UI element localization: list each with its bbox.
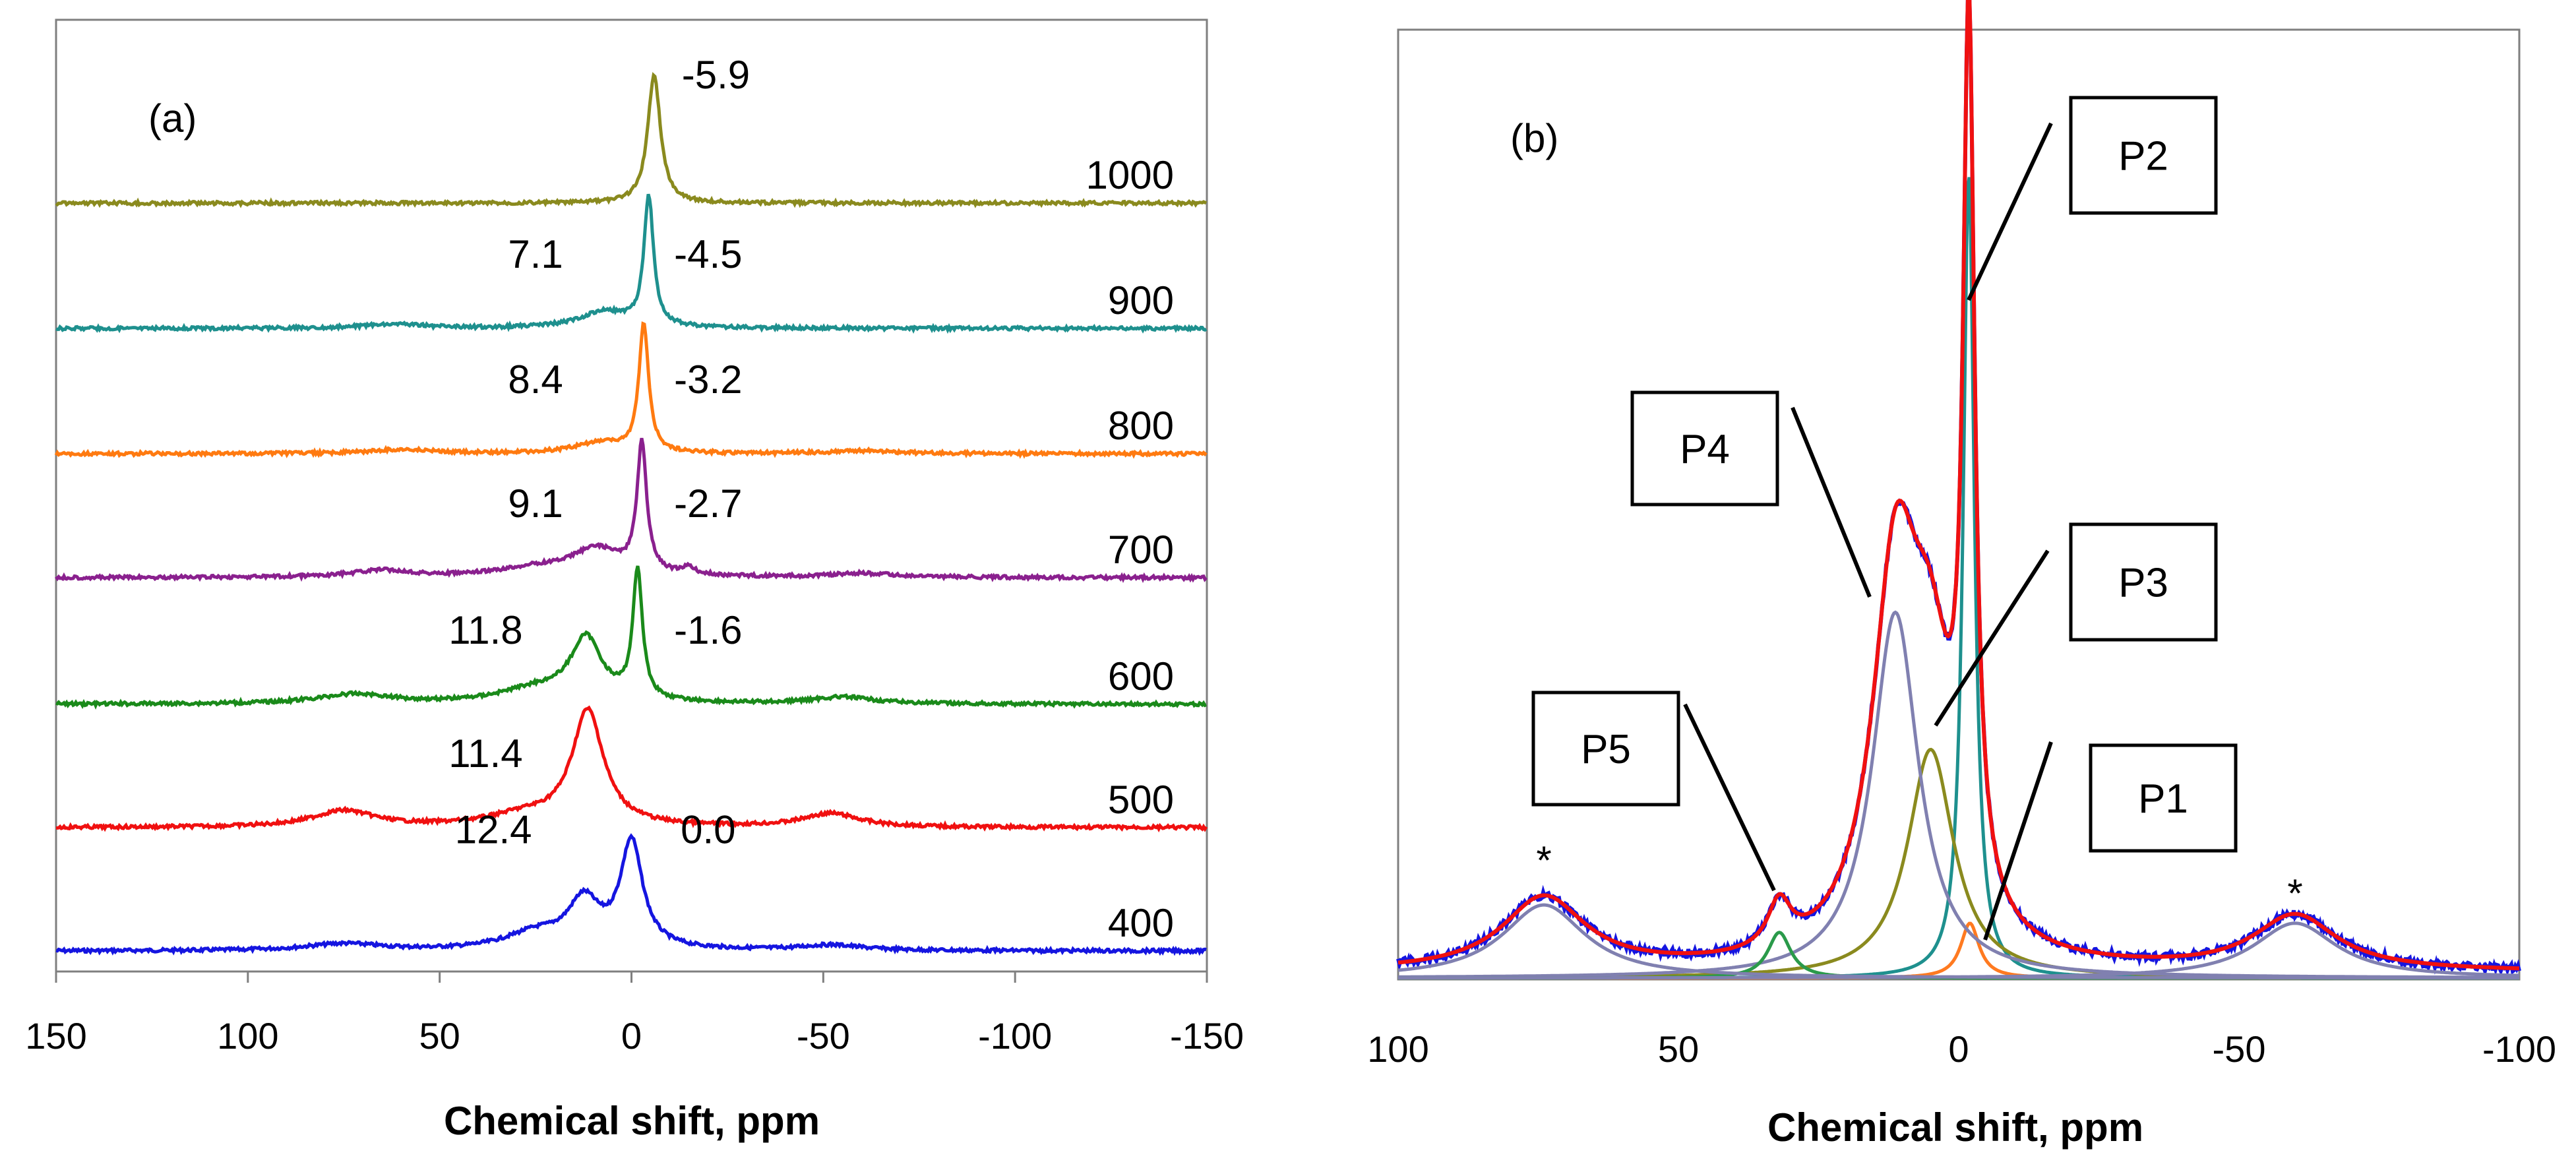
- peak-shift-label: -2.7: [674, 481, 742, 526]
- series-line-700: [54, 437, 1208, 583]
- panel-a-tick-label: -50: [797, 1015, 850, 1057]
- series-label-600: 600: [1108, 654, 1174, 698]
- peak-shift-label: 11.8: [448, 608, 522, 652]
- peak-shift-label: -5.9: [682, 53, 750, 97]
- panel-b-tick-label: -50: [2213, 1028, 2266, 1070]
- panel-a-x-ticks: 150 100 50 0 -50 -100 -150: [25, 972, 1244, 1057]
- panel-a-tick-label: -150: [1170, 1015, 1244, 1057]
- panel-a-tick-label: 150: [25, 1015, 86, 1057]
- label-box-P2: [2069, 96, 2218, 215]
- series-line-400: [55, 833, 1207, 956]
- sideband-asterisk: *: [2287, 871, 2302, 915]
- label-text-P5: P5: [1581, 727, 1631, 772]
- label-box-P3: [2069, 522, 2218, 642]
- label-box-P5: [1531, 691, 1680, 807]
- series-label-700: 700: [1108, 528, 1174, 572]
- component-SSB-right: [1398, 921, 2520, 980]
- peak-shift-label: 12.4: [455, 807, 532, 851]
- series-label-500: 500: [1108, 778, 1174, 822]
- panel-a-tick-label: 100: [217, 1015, 278, 1057]
- panel-b-annotations: **: [1536, 838, 2302, 915]
- panel-b-title: (b): [1510, 116, 1558, 160]
- leader-line-P2: [1967, 122, 2053, 301]
- label-text-P1: P1: [2138, 776, 2188, 822]
- peak-shift-label: 0.0: [681, 807, 735, 851]
- panel-b-tick-label: -100: [2482, 1028, 2556, 1070]
- peak-shift-label: 11.4: [448, 731, 522, 776]
- peak-shift-label: -4.5: [674, 232, 742, 276]
- panel-b-tick-label: 100: [1367, 1028, 1428, 1070]
- sideband-asterisk: *: [1536, 838, 1551, 882]
- series-label-800: 800: [1108, 404, 1174, 448]
- fit-curve: [1397, 0, 2519, 971]
- series-line-500: [55, 705, 1208, 833]
- panel-b-tick-label: 50: [1658, 1028, 1699, 1070]
- panel-a: (a) Chemical shift, ppm 150 100 50 0 -50 -100…: [25, 18, 1244, 1143]
- leader-line-P1: [1983, 741, 2053, 941]
- peak-shift-label: 9.1: [508, 481, 563, 526]
- label-box-P1: [2089, 743, 2238, 853]
- label-text-P4: P4: [1680, 427, 1730, 472]
- panel-a-tick-label: -100: [978, 1015, 1052, 1057]
- leader-line-P3: [1934, 549, 2050, 727]
- peak-shift-label: -1.6: [674, 608, 742, 652]
- leader-line-P4: [1791, 406, 1872, 598]
- series-label-900: 900: [1108, 278, 1174, 323]
- series-line-1000: [55, 72, 1208, 208]
- series-line-800: [54, 321, 1208, 459]
- series-line-600: [55, 565, 1207, 710]
- series-line-900: [55, 193, 1208, 334]
- panel-a-tick-label: 50: [419, 1015, 460, 1057]
- panel-b-curves: [1396, 0, 2521, 980]
- panel-a-series: [54, 72, 1208, 956]
- panel-b: (b) Chemical shift, ppm 100 50 0 -50 -100 P1…: [1367, 0, 2556, 1150]
- series-label-1000: 1000: [1086, 153, 1174, 197]
- panel-a-title: (a): [148, 96, 197, 140]
- leader-line-P5: [1683, 703, 1776, 892]
- panel-b-peak-boxes: P1 P2 P3 P4 P5: [1531, 96, 2238, 941]
- panel-b-x-ticks: 100 50 0 -50 -100: [1367, 1028, 2556, 1070]
- series-label-400: 400: [1108, 901, 1174, 945]
- panel-a-x-axis-title: Chemical shift, ppm: [444, 1099, 820, 1143]
- label-text-P3: P3: [2118, 561, 2168, 606]
- peak-shift-label: 8.4: [508, 357, 563, 402]
- label-text-P2: P2: [2118, 134, 2168, 179]
- peak-shift-label: -3.2: [674, 357, 742, 402]
- peak-shift-label: 7.1: [508, 232, 563, 276]
- label-box-P4: [1630, 390, 1779, 507]
- panel-a-tick-label: 0: [621, 1015, 642, 1057]
- component-P1: [1398, 921, 2519, 980]
- panel-b-tick-label: 0: [1948, 1028, 1969, 1070]
- panel-a-peak-labels: 400 12.4 0.0 500 11.4 600 11.8 -1.6 700 9.1 -2.7 80…: [448, 53, 1174, 945]
- panel-b-x-axis-title: Chemical shift, ppm: [1767, 1105, 2143, 1150]
